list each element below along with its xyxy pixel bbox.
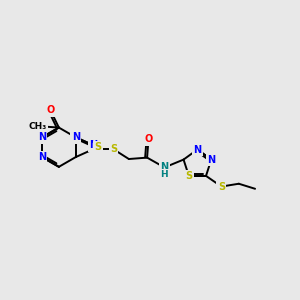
Text: S: S [218,182,225,191]
Text: H: H [160,170,168,179]
Text: S: S [185,171,192,181]
Text: CH₃: CH₃ [29,122,47,131]
Text: S: S [94,142,101,152]
Text: N: N [38,132,46,142]
Text: N: N [207,154,215,165]
Text: N: N [38,152,46,162]
Text: N: N [160,162,169,172]
Text: O: O [144,134,153,144]
Text: N: N [194,145,202,154]
Text: N: N [89,140,97,150]
Text: O: O [46,105,55,115]
Text: N: N [72,132,80,142]
Text: S: S [110,144,117,154]
